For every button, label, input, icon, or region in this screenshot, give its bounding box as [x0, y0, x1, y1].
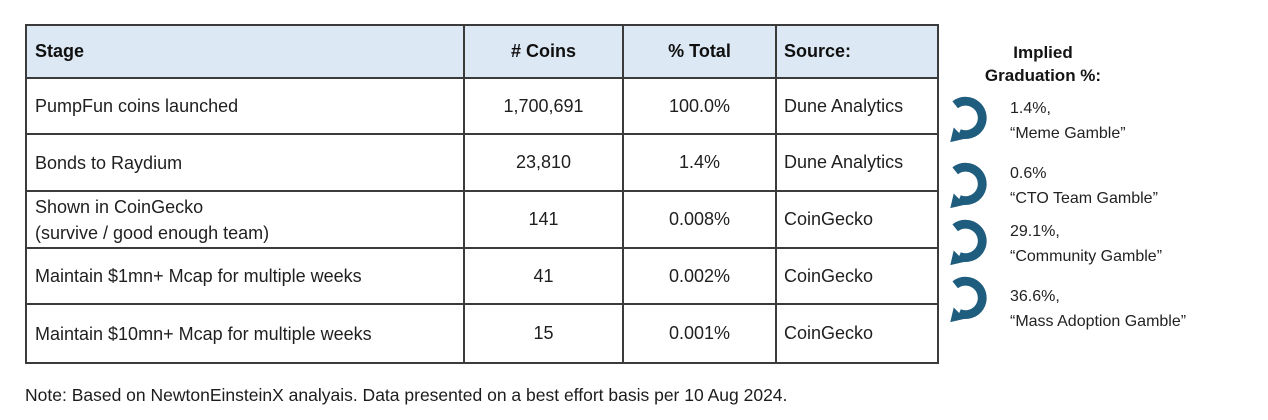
table-header-row: Stage # Coins % Total Source:: [25, 24, 939, 79]
graduation-item-mass-adoption: 36.6%, “Mass Adoption Gamble”: [1010, 284, 1186, 334]
graduation-name: “Mass Adoption Gamble”: [1010, 313, 1187, 330]
curved-arrow-icon: [950, 162, 987, 209]
cell-stage: PumpFun coins launched: [25, 77, 465, 135]
graduation-heading-line1: Implied: [1013, 43, 1073, 62]
cell-stage: Maintain $1mn+ Mcap for multiple weeks: [25, 247, 465, 305]
curved-arrow-icon: [950, 219, 987, 266]
cell-source: Dune Analytics: [775, 133, 939, 192]
column-header-coins: # Coins: [463, 24, 624, 79]
cell-coins: 141: [463, 190, 624, 249]
table-row: PumpFun coins launched 1,700,691 100.0% …: [25, 77, 939, 135]
graduation-table: Stage # Coins % Total Source: PumpFun co…: [25, 24, 939, 364]
cell-source: CoinGecko: [775, 190, 939, 249]
cell-stage: Bonds to Raydium: [25, 133, 465, 192]
graduation-value: 29.1%,: [1010, 223, 1060, 240]
footnote: Note: Based on NewtonEinsteinX analyais.…: [25, 385, 788, 405]
table-row: Maintain $10mn+ Mcap for multiple weeks …: [25, 303, 939, 364]
graduation-heading: Implied Graduation %:: [957, 41, 1129, 87]
cell-pct: 0.002%: [622, 247, 777, 305]
graduation-item-cto: 0.6% “CTO Team Gamble”: [1010, 161, 1158, 211]
graduation-name: “Community Gamble”: [1010, 248, 1163, 265]
cell-source: Dune Analytics: [775, 77, 939, 135]
cell-coins: 23,810: [463, 133, 624, 192]
column-header-stage: Stage: [25, 24, 465, 79]
graduation-item-community: 29.1%, “Community Gamble”: [1010, 219, 1162, 269]
cell-pct: 100.0%: [622, 77, 777, 135]
cell-pct: 1.4%: [622, 133, 777, 192]
column-header-pct: % Total: [622, 24, 777, 79]
curved-arrow-icon: [950, 96, 987, 143]
graduation-value: 0.6%: [1010, 165, 1047, 182]
cell-coins: 15: [463, 303, 624, 364]
cell-pct: 0.008%: [622, 190, 777, 249]
graduation-value: 1.4%,: [1010, 100, 1051, 117]
cell-coins: 1,700,691: [463, 77, 624, 135]
graduation-item-meme: 1.4%, “Meme Gamble”: [1010, 96, 1126, 146]
graduation-heading-line2: Graduation %:: [984, 66, 1102, 85]
cell-coins: 41: [463, 247, 624, 305]
cell-stage: Shown in CoinGecko (survive / good enoug…: [25, 190, 465, 249]
table-row: Maintain $1mn+ Mcap for multiple weeks 4…: [25, 247, 939, 305]
graduation-value: 36.6%,: [1010, 288, 1060, 305]
table-row: Bonds to Raydium 23,810 1.4% Dune Analyt…: [25, 133, 939, 192]
graduation-name: “CTO Team Gamble”: [1010, 190, 1158, 207]
graduation-name: “Meme Gamble”: [1010, 125, 1126, 142]
cell-pct: 0.001%: [622, 303, 777, 364]
table-row: Shown in CoinGecko (survive / good enoug…: [25, 190, 939, 249]
column-header-source: Source:: [775, 24, 939, 79]
cell-source: CoinGecko: [775, 247, 939, 305]
curved-arrow-icon: [950, 276, 987, 323]
cell-stage: Maintain $10mn+ Mcap for multiple weeks: [25, 303, 465, 364]
cell-source: CoinGecko: [775, 303, 939, 364]
